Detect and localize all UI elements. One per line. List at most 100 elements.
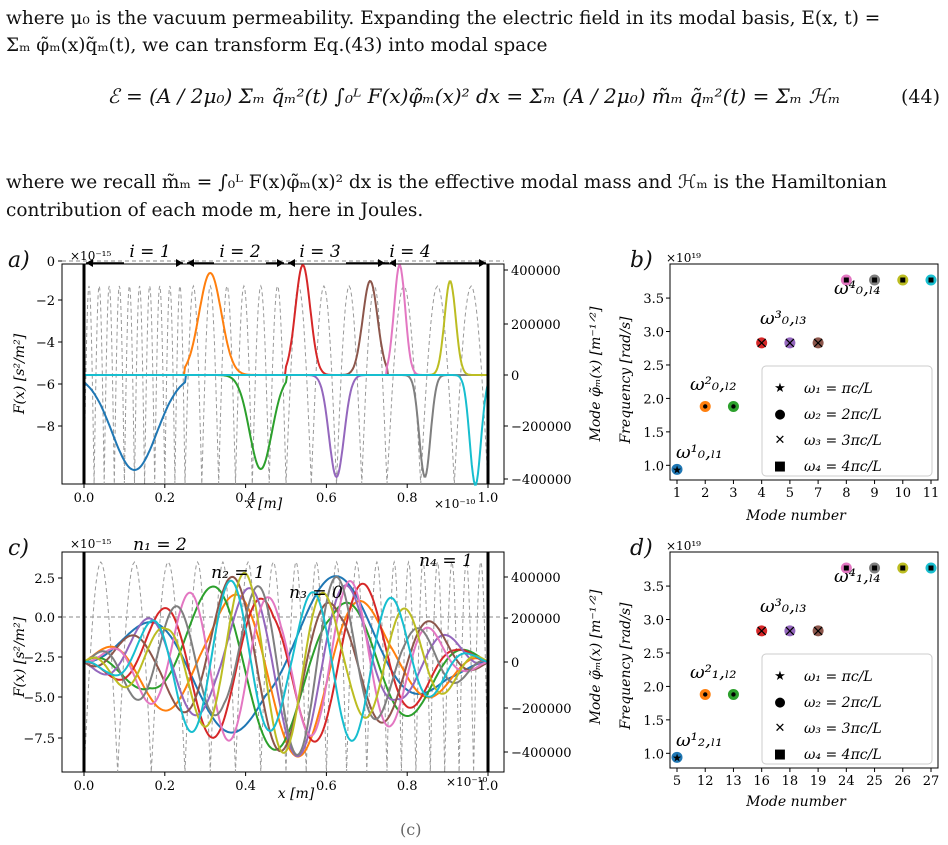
paragraph-2-line-1: where we recall m̃ₘ = ∫₀ᴸ F(x)φ̃ₘ(x)² dx… xyxy=(6,172,887,193)
arrow-head xyxy=(277,259,284,267)
panel-a-chart: ×10⁻¹⁵ ×10⁻¹⁰ x [m] F(x) [s²/m²] Mode φ̃… xyxy=(12,244,604,512)
x-tick-label: 0.8 xyxy=(397,491,418,506)
arrow-head xyxy=(187,259,194,267)
arrow-head xyxy=(479,259,486,267)
panel-a-xlabel: x [m] xyxy=(246,496,283,512)
region-label: n₃ = 0 xyxy=(289,583,343,603)
y-tick-label: 2.5 xyxy=(643,359,664,374)
y-tick-label-left: 0.0 xyxy=(34,611,55,626)
y-tick-label: 3.0 xyxy=(643,326,664,341)
panel-d-exponent: ×10¹⁹ xyxy=(666,539,701,553)
panel-b-xlabel: Mode number xyxy=(745,508,847,524)
x-tick-label: 1 xyxy=(673,486,681,501)
y-tick-label: 2.5 xyxy=(643,647,664,662)
axes-frame xyxy=(669,263,939,481)
y-tick-label-right: 200000 xyxy=(511,318,561,333)
square-marker xyxy=(872,565,878,571)
panel-a-x-exponent: ×10⁻¹⁰ xyxy=(434,497,475,511)
x-marker xyxy=(813,626,823,636)
mode-curve-6 xyxy=(84,279,488,376)
x-tick-label: 0.6 xyxy=(316,779,337,794)
mode-curve-10 xyxy=(84,374,489,486)
mode-curve-7 xyxy=(83,579,489,742)
x-tick-label: 8 xyxy=(842,486,850,501)
x-tick-label: 0.2 xyxy=(154,779,175,794)
frequency-annotation: ω⁴₀,ₗ₄ xyxy=(834,278,880,299)
panel-letter-b: b) xyxy=(630,248,653,273)
x-tick-label: 24 xyxy=(838,774,855,789)
mode-curve-8 xyxy=(83,575,489,756)
legend-marker: ✕ xyxy=(775,433,786,448)
star-marker: ★ xyxy=(672,751,682,764)
panel-letter-c: c) xyxy=(8,536,29,561)
arrow-head xyxy=(389,259,396,267)
caption-fragment: (c) xyxy=(400,820,422,839)
region-label: i = 1 xyxy=(129,244,170,262)
panel-letter-a: a) xyxy=(8,248,30,273)
x-tick-label: 27 xyxy=(923,774,940,789)
y-tick-label-right: −200000 xyxy=(511,702,572,717)
x-marker xyxy=(757,338,767,348)
legend-marker: ● xyxy=(774,695,785,710)
legend-label: ω₂ = 2πc/L xyxy=(804,695,882,711)
x-tick-label: 10 xyxy=(895,486,912,501)
x-marker xyxy=(813,338,823,348)
x-tick-label: 19 xyxy=(810,774,827,789)
legend-label: ω₁ = πc/L xyxy=(804,381,873,397)
x-tick-label: 0.6 xyxy=(316,491,337,506)
y-tick-label-left: 0 xyxy=(47,255,55,270)
legend-label: ω₂ = 2πc/L xyxy=(804,407,882,423)
x-tick-label: 2 xyxy=(701,486,709,501)
legend-box xyxy=(761,653,933,765)
arrow-head xyxy=(176,259,183,267)
y-tick-label-left: −5.0 xyxy=(23,691,55,706)
legend-label: ω₃ = 3πc/L xyxy=(804,721,882,737)
y-tick-label-left: −2 xyxy=(36,294,55,309)
x-marker xyxy=(757,626,767,636)
arrow-head xyxy=(378,259,385,267)
y-tick-label-right: −200000 xyxy=(511,420,572,435)
legend-label: ω₄ = 4πc/L xyxy=(804,459,882,475)
region-label: i = 4 xyxy=(389,244,430,262)
x-tick-label: 0.8 xyxy=(397,779,418,794)
y-tick-label: 1.5 xyxy=(643,426,664,441)
y-tick-label-left: −7.5 xyxy=(23,732,55,747)
square-marker xyxy=(843,277,849,283)
panel-a-ylabel-left: F(x) [s²/m²] xyxy=(12,333,28,415)
mode-curve-4 xyxy=(84,263,488,376)
region-label: n₂ = 1 xyxy=(211,563,265,583)
panel-d-xlabel: Mode number xyxy=(745,794,847,810)
data-point xyxy=(671,751,683,763)
legend-marker: ★ xyxy=(774,669,786,684)
square-marker xyxy=(900,277,906,283)
square-marker xyxy=(843,565,849,571)
x-tick-label: 26 xyxy=(895,774,912,789)
panel-c-exponent: ×10⁻¹⁵ xyxy=(70,537,111,551)
panel-b-chart: ×10¹⁹ Mode number Frequency [rad/s] 1 2 3 4… xyxy=(618,251,939,524)
dot-marker xyxy=(703,404,708,409)
panel-c-ylabel-left: F(x) [s²/m²] xyxy=(12,616,28,698)
panel-d-ylabel: Frequency [rad/s] xyxy=(618,602,634,731)
x-tick-label: 9 xyxy=(870,486,878,501)
legend-box xyxy=(761,365,933,477)
y-tick-label-right: −400000 xyxy=(511,473,572,488)
x-tick-label: 0.0 xyxy=(74,779,95,794)
equation-number: (44) xyxy=(900,86,940,108)
x-tick-label: 1.0 xyxy=(478,491,499,506)
square-marker xyxy=(872,277,878,283)
dot-marker xyxy=(731,692,736,697)
y-tick-label-left: 2.5 xyxy=(34,572,55,587)
region-label: i = 3 xyxy=(299,244,340,262)
mode-curve-2 xyxy=(84,271,488,376)
region-label: i = 2 xyxy=(219,244,260,262)
mode-curve-7 xyxy=(84,264,488,376)
panel-d-chart: ×10¹⁹ Mode number Frequency [rad/s] 5 12 1… xyxy=(618,539,940,810)
panel-c-x-exponent: ×10⁻¹⁰ xyxy=(446,775,487,789)
mode-curve-4 xyxy=(84,582,489,743)
dot-marker xyxy=(703,692,708,697)
x-tick-label: 0.4 xyxy=(235,491,256,506)
axes-frame xyxy=(669,551,939,769)
x-tick-label: 3 xyxy=(729,486,737,501)
y-tick-label-right: 0 xyxy=(511,369,519,384)
y-tick-label: 3.0 xyxy=(643,614,664,629)
